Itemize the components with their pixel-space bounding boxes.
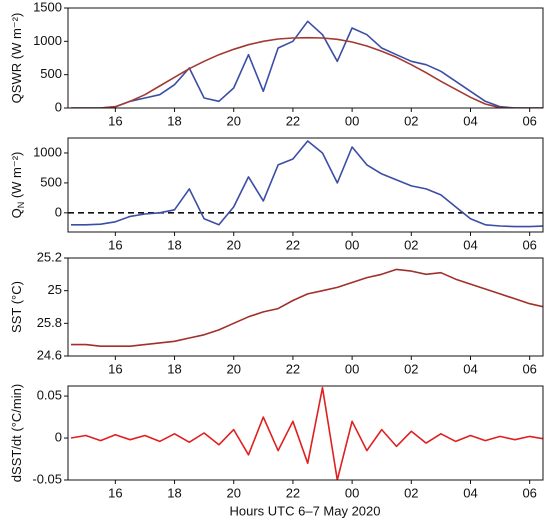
data-line <box>70 386 543 480</box>
y-tick-label: 500 <box>40 66 62 81</box>
x-tick-label: 04 <box>463 237 477 252</box>
x-tick-label: 18 <box>167 237 181 252</box>
y-label-sub: N <box>16 202 26 209</box>
x-tick-label: 20 <box>226 485 240 500</box>
y-tick-label: 500 <box>40 174 62 189</box>
y-tick-label: 0.05 <box>37 388 62 403</box>
y-tick-label: -0.05 <box>32 471 62 486</box>
data-line <box>71 20 543 108</box>
y-axis-label: QN (W m⁻²) <box>9 152 26 219</box>
x-tick-label: 20 <box>226 113 240 128</box>
panel-frame <box>67 257 544 357</box>
x-tick-label: 04 <box>463 485 477 500</box>
x-tick-label: 18 <box>167 485 181 500</box>
y-tick-label: 1500 <box>33 0 62 14</box>
data-line <box>71 140 543 228</box>
x-tick-label: 22 <box>286 113 300 128</box>
y-tick-label: 0 <box>55 99 62 114</box>
x-tick-label: 02 <box>404 485 418 500</box>
y-label-text: dSST/dt (°C/min) <box>9 384 24 482</box>
x-tick-label: 00 <box>345 237 359 252</box>
x-tick-label: 22 <box>286 361 300 376</box>
y-axis-label: dSST/dt (°C/min) <box>9 384 24 482</box>
y-tick-label: 1000 <box>33 33 62 48</box>
panel-frame <box>67 385 544 481</box>
data-line <box>71 268 543 347</box>
y-label-text: QSWR (W m⁻²) <box>9 13 24 104</box>
x-tick-label: 00 <box>345 113 359 128</box>
x-tick-label: 18 <box>167 113 181 128</box>
y-label-text: Q <box>9 208 24 218</box>
x-tick-label: 16 <box>108 485 122 500</box>
data-line <box>71 36 543 108</box>
x-tick-label: 00 <box>345 485 359 500</box>
x-tick-label: 16 <box>108 237 122 252</box>
y-tick-label: 25 <box>48 282 62 297</box>
y-label-text: SST (°C) <box>9 281 24 333</box>
x-tick-label: 22 <box>286 237 300 252</box>
x-tick-label: 18 <box>167 361 181 376</box>
x-tick-label: 02 <box>404 361 418 376</box>
y-tick-label: 0 <box>55 204 62 219</box>
y-tick-label: 24.6 <box>37 347 62 362</box>
x-tick-label: 22 <box>286 485 300 500</box>
y-axis-label: QSWR (W m⁻²) <box>9 13 24 104</box>
x-tick-label: 20 <box>226 361 240 376</box>
x-tick-label: 06 <box>522 485 536 500</box>
y-tick-label: 1000 <box>33 144 62 159</box>
panel-frame <box>67 7 544 109</box>
x-tick-label: 02 <box>404 113 418 128</box>
x-tick-label: 06 <box>522 113 536 128</box>
x-tick-label: 16 <box>108 113 122 128</box>
x-tick-label: 06 <box>522 361 536 376</box>
x-tick-label: 16 <box>108 361 122 376</box>
y-label-unit: (W m⁻²) <box>9 152 24 202</box>
y-axis-label: SST (°C) <box>9 281 24 333</box>
y-tick-label: 25.8 <box>37 315 62 330</box>
x-tick-label: 02 <box>404 237 418 252</box>
x-tick-label: 00 <box>345 361 359 376</box>
x-tick-label: 04 <box>463 361 477 376</box>
x-tick-label: 06 <box>522 237 536 252</box>
y-tick-label: 25.2 <box>37 249 62 264</box>
x-axis-label: Hours UTC 6–7 May 2020 <box>229 503 380 518</box>
panel-frame <box>67 137 544 233</box>
x-tick-label: 20 <box>226 237 240 252</box>
y-tick-label: 0 <box>55 429 62 444</box>
x-tick-label: 04 <box>463 113 477 128</box>
